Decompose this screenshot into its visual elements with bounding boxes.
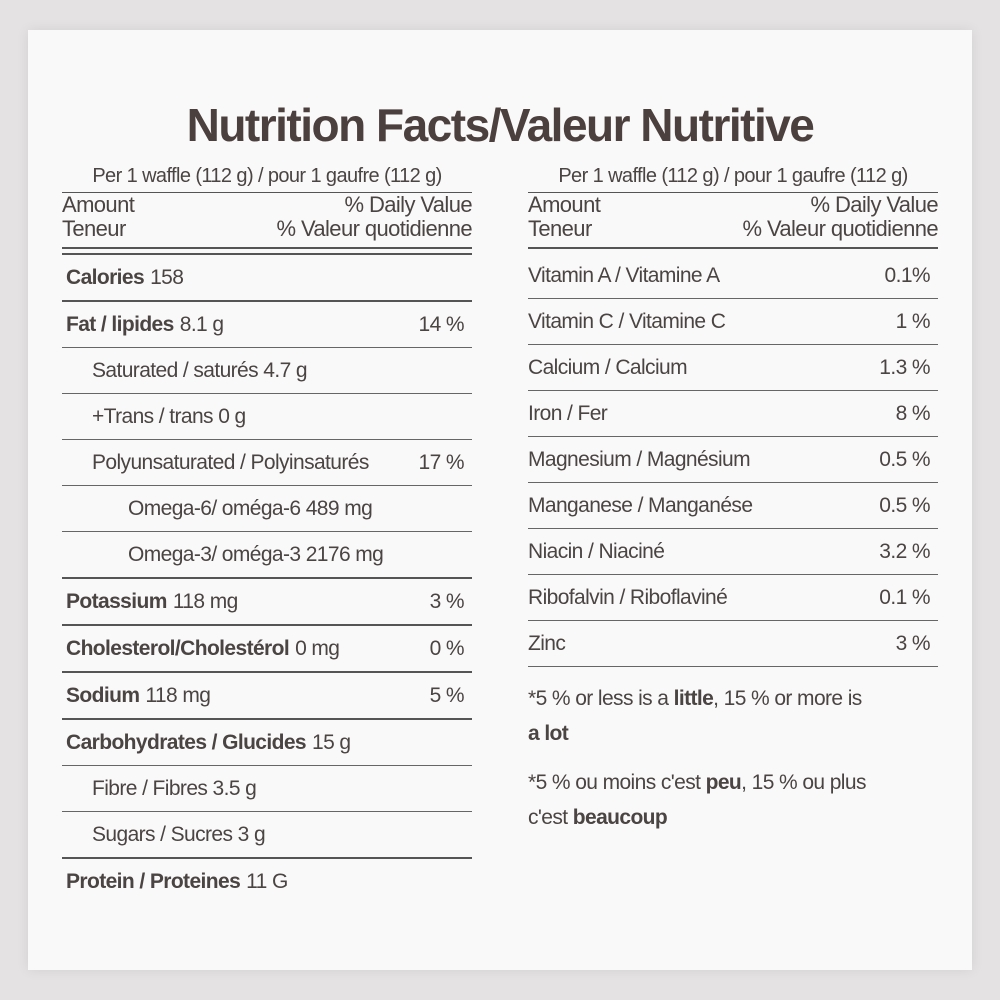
footnote: *5 % ou moins c'est peu, 15 % ou plus c'… — [528, 765, 868, 835]
nutrient-name: Polyunsaturated / Polyinsaturés — [92, 450, 369, 474]
daily-value: 8 % — [895, 401, 931, 425]
footnote-text: *5 % or less is a — [528, 687, 674, 710]
nutrient-name: +Trans / trans 0 g — [92, 404, 246, 428]
nutrient-name: Manganese / Manganése — [528, 493, 753, 517]
header-row: Teneur % Valeur quotidienne — [528, 216, 939, 249]
nutrient-row: Sugars / Sucres 3 g — [62, 811, 472, 857]
nutrient-name: Sugars / Sucres 3 g — [92, 822, 266, 846]
daily-value: 0 % — [429, 636, 465, 660]
nutrient-row: Calcium / Calcium 1.3 % — [528, 345, 938, 391]
nutrient-row: Magnesium / Magnésium 0.5 % — [528, 437, 938, 483]
daily-value: 3 % — [895, 631, 931, 655]
footnote-text: a lot — [528, 722, 569, 745]
nutrient-row: Ribofalvin / Riboflaviné 0.1 % — [528, 575, 938, 621]
nutrient-name: Vitamin C / Vitamine C — [528, 309, 726, 333]
nutrient-name: Omega-6/ oméga-6 489 mg — [128, 496, 373, 520]
nutrient-row: Potassium 118 mg 3 % — [62, 577, 472, 624]
nutrient-amount: 15 g — [312, 730, 351, 754]
nutrient-name: Cholesterol/Cholestérol — [66, 636, 290, 660]
nutrient-name: Fat / lipides — [66, 312, 174, 336]
nutrient-amount: 11 G — [246, 869, 288, 893]
nutrient-name: Fibre / Fibres 3.5 g — [92, 776, 257, 800]
nutrient-row: Iron / Fer 8 % — [528, 391, 938, 437]
nutrient-row: Calories 158 — [62, 253, 472, 300]
header-row: Amount % Daily Value — [62, 192, 473, 217]
nutrient-row: Fat / lipides 8.1 g 14 % — [62, 300, 472, 347]
daily-value: 0.1% — [884, 263, 931, 287]
nutrient-row: Carbohydrates / Glucides 15 g — [62, 718, 472, 765]
valeur-heading: % Valeur quotidienne — [276, 216, 472, 241]
footnote-text: beaucoup — [572, 806, 668, 829]
daily-value: 3.2 % — [879, 539, 930, 563]
teneur-heading: Teneur — [528, 216, 592, 241]
daily-value-heading: % Daily Value — [810, 192, 938, 217]
nutrient-name: Omega-3/ oméga-3 2176 mg — [128, 542, 384, 566]
amount-heading: Amount — [528, 192, 601, 217]
nutrient-row: Fibre / Fibres 3.5 g — [62, 765, 472, 811]
nutrient-row: +Trans / trans 0 g — [62, 393, 472, 439]
daily-value: 0.5 % — [879, 447, 930, 471]
daily-value: 0.5 % — [879, 493, 930, 517]
nutrient-row: Vitamin A / Vitamine A 0.1% — [528, 253, 938, 299]
nutrient-row: Vitamin C / Vitamine C 1 % — [528, 299, 938, 345]
footnote-text: peu — [705, 771, 742, 794]
nutrient-amount: 158 — [150, 265, 184, 289]
daily-value: 5 % — [429, 683, 465, 707]
footnote-text: little — [673, 687, 714, 710]
title: Nutrition Facts/Valeur Nutritive — [186, 99, 815, 151]
nutrient-row: Cholesterol/Cholestérol 0 mg 0 % — [62, 624, 472, 671]
amount-heading: Amount — [62, 192, 135, 217]
nutrient-name: Iron / Fer — [528, 401, 608, 425]
daily-value: 3 % — [429, 589, 465, 613]
nutrient-name: Calcium / Calcium — [528, 355, 688, 379]
daily-value-heading: % Daily Value — [344, 192, 472, 217]
footnote: *5 % or less is a little, 15 % or more i… — [528, 681, 868, 751]
left-panel: Per 1 waffle (112 g) / pour 1 gaufre (11… — [62, 165, 473, 904]
serving-size: Per 1 waffle (112 g) / pour 1 gaufre (11… — [62, 165, 472, 193]
nutrient-amount: 8.1 g — [179, 312, 224, 336]
nutrient-amount: 118 mg — [145, 683, 211, 707]
nutrient-row: Niacin / Niaciné 3.2 % — [528, 529, 938, 575]
header-row: Teneur % Valeur quotidienne — [62, 216, 473, 249]
daily-value: 0.1 % — [879, 585, 930, 609]
nutrition-label: Nutrition Facts/Valeur Nutritive Per 1 w… — [28, 30, 972, 970]
footnote-text: , 15 % ou plus c'est — [528, 771, 866, 829]
daily-value: 14 % — [418, 312, 465, 336]
nutrient-name: Protein / Proteines — [66, 869, 241, 893]
nutrient-row: Sodium 118 mg 5 % — [62, 671, 472, 718]
nutrient-name: Niacin / Niaciné — [528, 539, 665, 563]
nutrient-row: Zinc 3 % — [528, 621, 938, 667]
valeur-heading: % Valeur quotidienne — [742, 216, 938, 241]
nutrient-name: Potassium — [66, 589, 167, 613]
nutrient-name: Magnesium / Magnésium — [528, 447, 751, 471]
daily-value: 17 % — [418, 450, 465, 474]
nutrient-row: Manganese / Manganése 0.5 % — [528, 483, 938, 529]
nutrient-name: Calories — [66, 265, 145, 289]
nutrient-amount: 0 mg — [295, 636, 340, 660]
daily-value: 1 % — [895, 309, 931, 333]
right-panel: Per 1 waffle (112 g) / pour 1 gaufre (11… — [528, 165, 939, 835]
footnote-text: *5 % ou moins c'est — [528, 771, 706, 794]
nutrient-name: Zinc — [528, 631, 566, 655]
nutrient-row: Saturated / saturés 4.7 g — [62, 347, 472, 393]
header-row: Amount % Daily Value — [528, 192, 939, 217]
nutrient-name: Carbohydrates / Glucides — [66, 730, 307, 754]
footnote-text: , 15 % or more is — [713, 687, 862, 710]
serving-size: Per 1 waffle (112 g) / pour 1 gaufre (11… — [528, 165, 938, 193]
nutrient-name: Sodium — [66, 683, 140, 707]
daily-value: 1.3 % — [879, 355, 930, 379]
nutrient-row: Omega-3/ oméga-3 2176 mg — [62, 531, 472, 577]
nutrient-name: Saturated / saturés 4.7 g — [92, 358, 308, 382]
nutrient-row: Polyunsaturated / Polyinsaturés 17 % — [62, 439, 472, 485]
nutrient-amount: 118 mg — [172, 589, 238, 613]
nutrient-name: Vitamin A / Vitamine A — [528, 263, 720, 287]
teneur-heading: Teneur — [62, 216, 126, 241]
nutrient-row: Omega-6/ oméga-6 489 mg — [62, 485, 472, 531]
nutrient-name: Ribofalvin / Riboflaviné — [528, 585, 728, 609]
nutrient-row: Protein / Proteines 11 G — [62, 857, 472, 904]
